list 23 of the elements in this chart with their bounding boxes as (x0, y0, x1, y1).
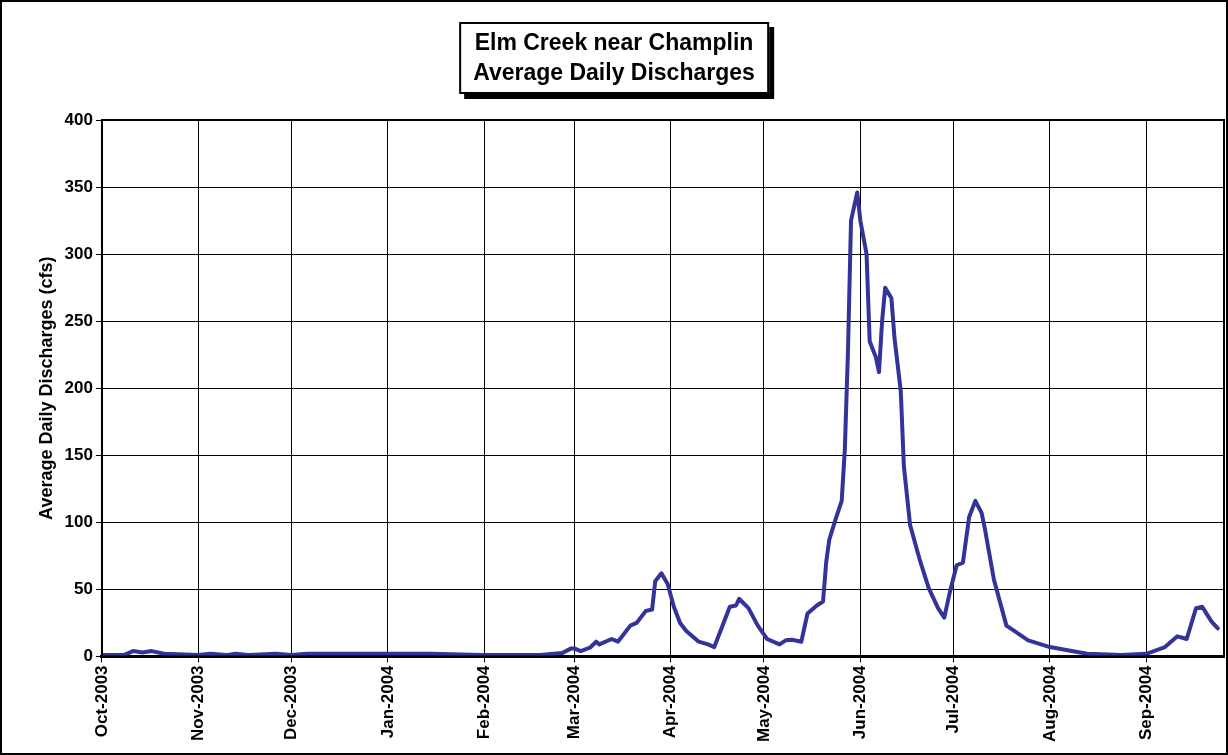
x-tick-label: Apr-2004 (660, 664, 680, 739)
y-tick-label: 150 (64, 444, 93, 464)
y-tick-label: 0 (83, 646, 93, 666)
y-tick-label: 350 (64, 176, 93, 196)
x-tick-label: May-2004 (753, 664, 773, 743)
y-tick-label: 300 (64, 243, 93, 263)
x-tick-label: Oct-2003 (91, 665, 111, 738)
x-tick-label: Jan-2004 (377, 664, 397, 739)
x-tick-label: Aug-2004 (1039, 664, 1059, 742)
x-tick-label: Sep-2004 (1135, 664, 1155, 741)
x-tick-label: Jul-2004 (943, 664, 963, 734)
x-tick-label: Mar-2004 (564, 664, 584, 740)
y-axis-title: Average Daily Discharges (cfs) (35, 256, 56, 520)
y-tick-label: 100 (64, 512, 93, 532)
x-tick-label: Dec-2003 (281, 665, 301, 741)
y-tick-label: 200 (64, 377, 93, 397)
y-tick-label: 400 (64, 109, 93, 129)
x-tick-label: Nov-2003 (188, 665, 207, 742)
x-tick-label: Jun-2004 (850, 664, 870, 740)
chart-title: Elm Creek near Champlin Average Daily Discharges (459, 22, 769, 94)
y-tick-label: 250 (64, 310, 93, 330)
x-tick-label: Feb-2004 (473, 664, 493, 740)
y-tick-label: 50 (74, 579, 93, 599)
